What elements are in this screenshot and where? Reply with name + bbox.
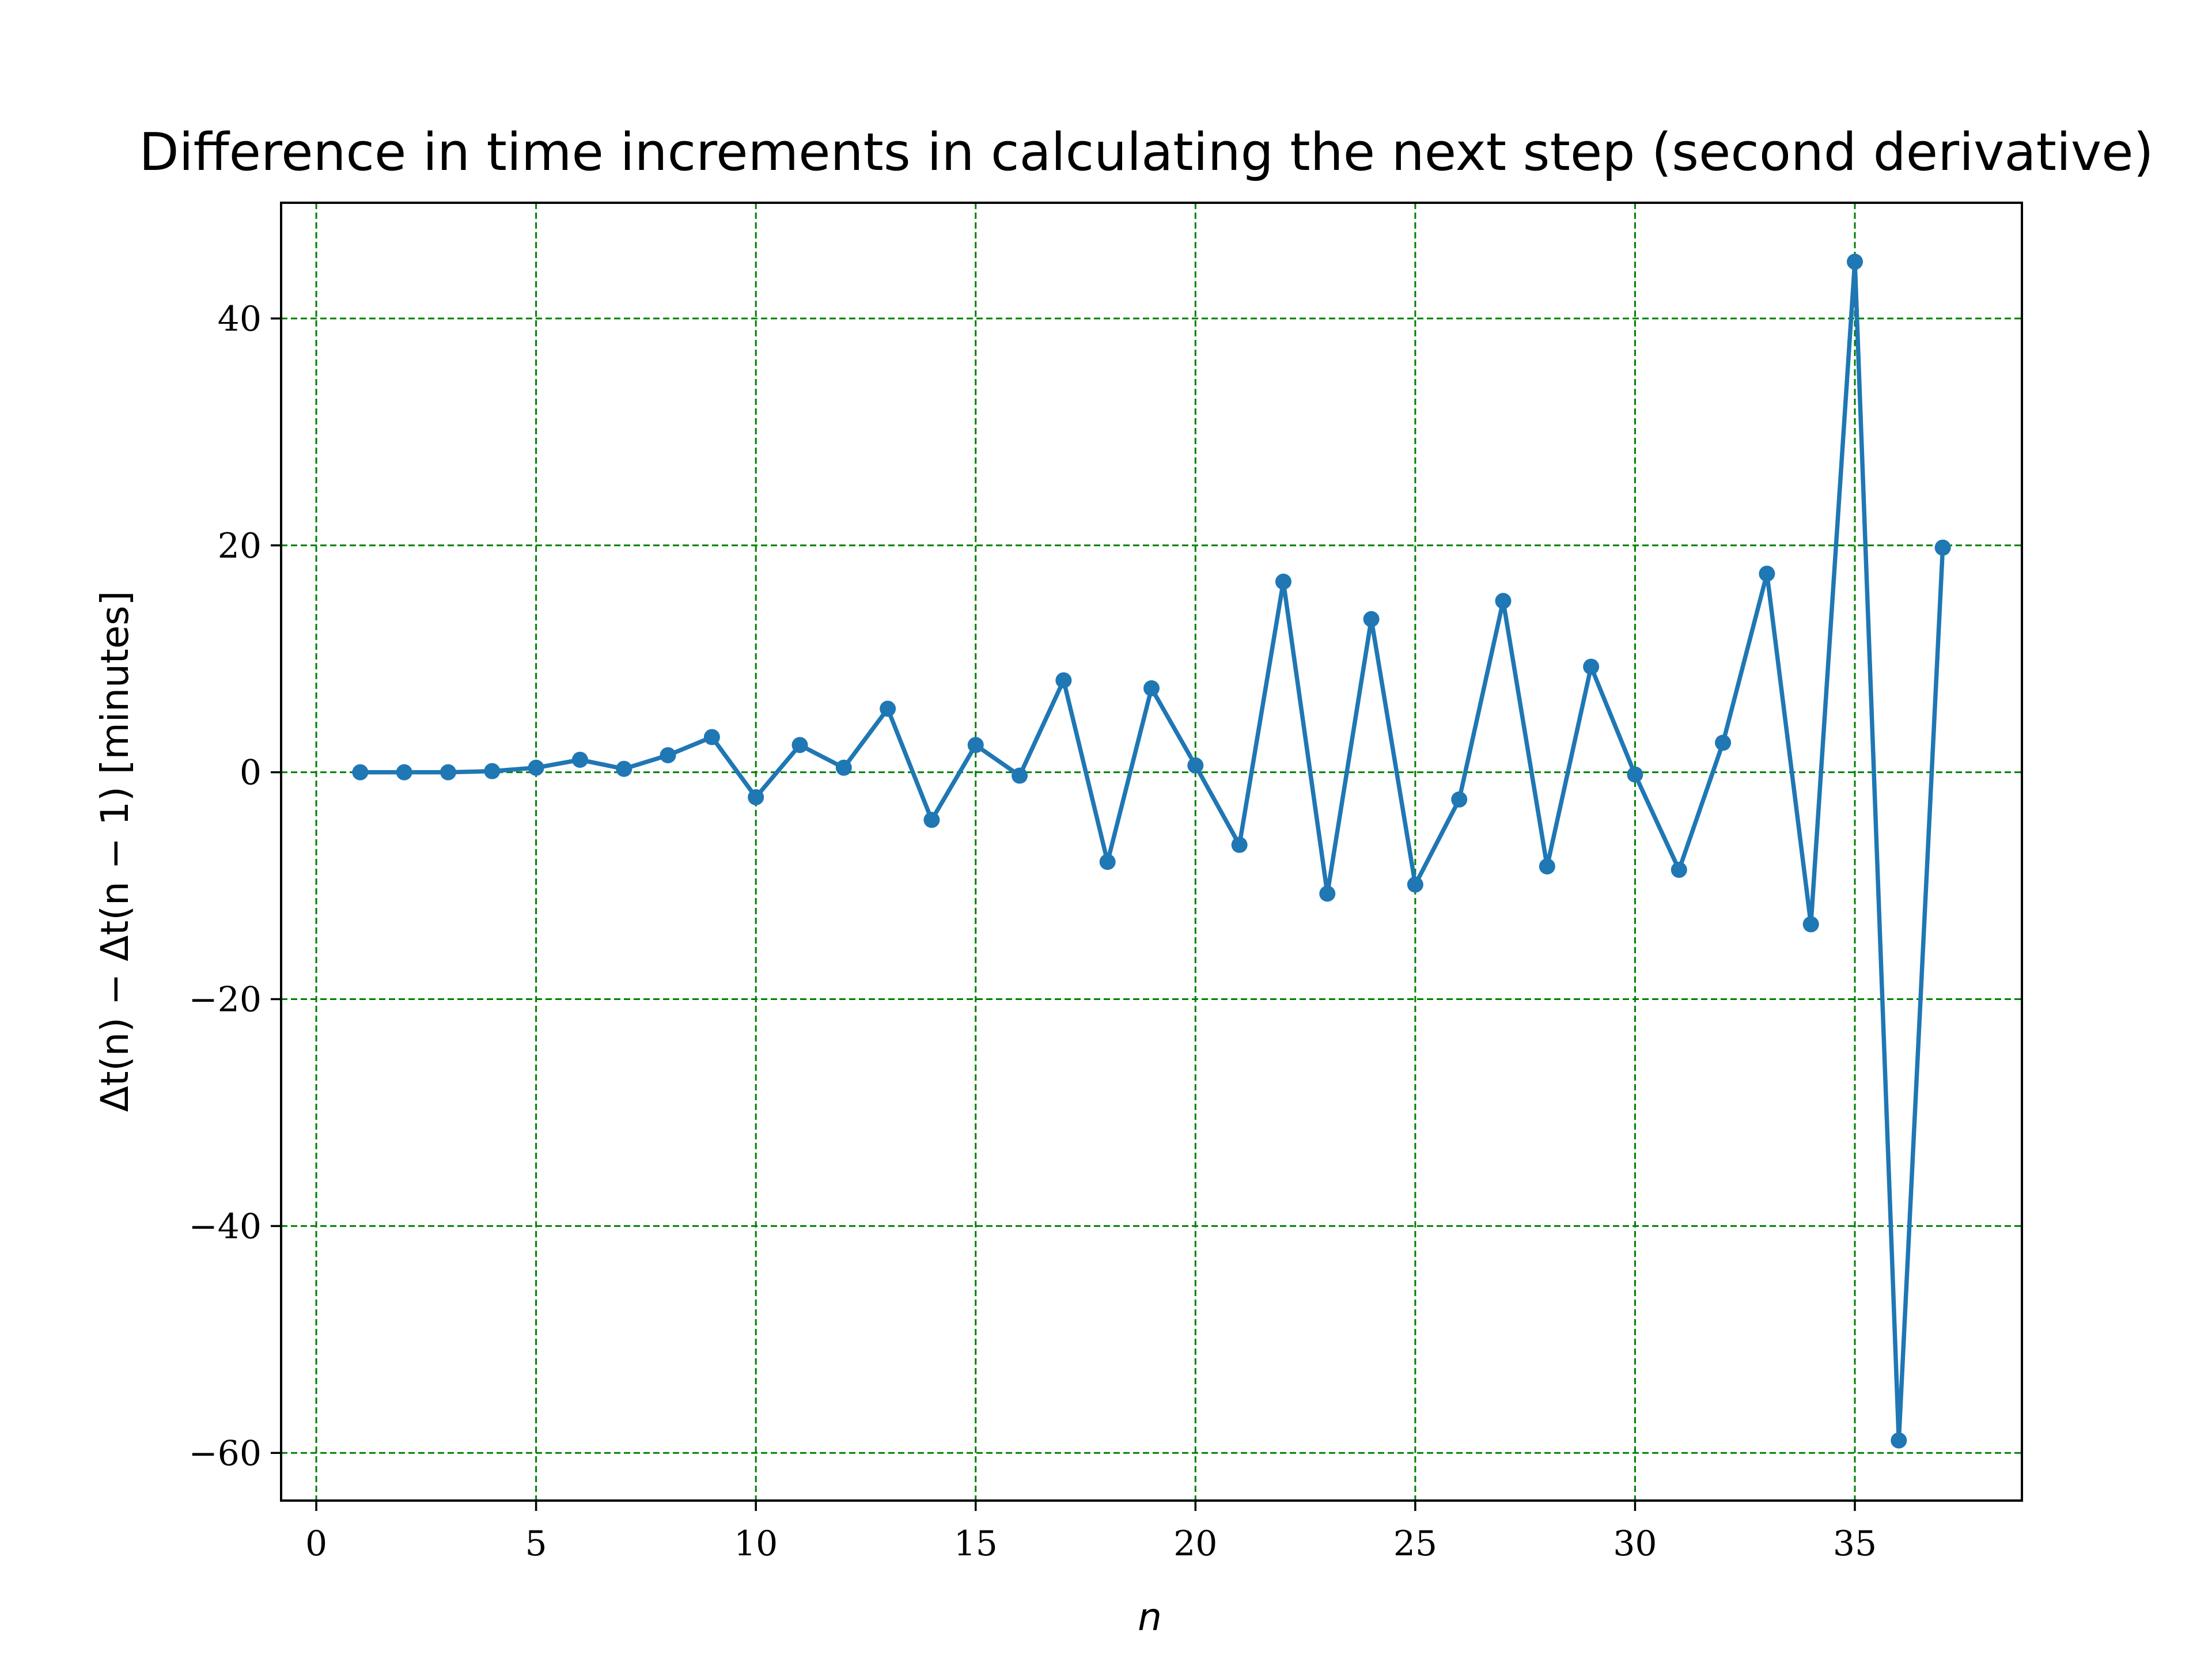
data-point: [1583, 658, 1600, 675]
data-point: [1627, 766, 1643, 783]
data-point: [1802, 916, 1819, 933]
data-point: [1759, 565, 1775, 582]
x-tick-label: 20: [1173, 1524, 1217, 1564]
data-point: [1891, 1432, 1907, 1449]
data-point: [835, 759, 852, 776]
data-point: [1671, 862, 1687, 878]
data-point: [1099, 854, 1116, 870]
data-point: [1231, 836, 1248, 853]
data-point: [703, 729, 720, 745]
data-point: [1539, 858, 1555, 875]
data-point: [1143, 680, 1160, 696]
x-tick-label: 10: [734, 1524, 778, 1564]
y-tick-label: 40: [218, 299, 262, 339]
data-point: [528, 759, 544, 776]
data-point: [1187, 757, 1204, 774]
data-point: [1363, 611, 1380, 627]
grid: [281, 203, 2022, 1501]
data-point: [571, 751, 588, 768]
data-point: [1847, 253, 1863, 270]
data-point: [1451, 791, 1468, 808]
y-tick-label: −60: [188, 1433, 262, 1474]
plot-frame: [280, 202, 2023, 1502]
data-point: [660, 747, 676, 764]
data-point: [923, 812, 940, 828]
axis-ticks: 0 5 10 15 20 25 30 35 −60 −40 −20 0 20 40: [188, 299, 1877, 1564]
data-point: [1934, 539, 1951, 556]
data-point: [616, 760, 632, 777]
data-point: [1495, 593, 1512, 609]
y-tick-label: 0: [240, 753, 262, 793]
data-point: [396, 764, 412, 781]
x-tick-label: 15: [954, 1524, 998, 1564]
data-point: [1012, 767, 1028, 784]
data-point: [1055, 672, 1072, 689]
data-point: [1407, 876, 1423, 893]
y-tick-label: −40: [188, 1206, 262, 1247]
data-point: [1319, 885, 1336, 902]
series-group: [352, 253, 1951, 1449]
data-point: [791, 737, 808, 753]
data-point: [748, 789, 764, 805]
x-tick-label: 30: [1613, 1524, 1657, 1564]
series-line: [360, 259, 1945, 1443]
data-point: [880, 700, 896, 717]
x-tick-label: 0: [305, 1524, 327, 1564]
data-point: [484, 763, 501, 779]
chart-title: Difference in time increments in calcula…: [139, 122, 2153, 183]
data-point: [1715, 734, 1732, 751]
x-tick-label: 25: [1393, 1524, 1437, 1564]
y-tick-label: −20: [188, 980, 262, 1020]
y-tick-label: 20: [218, 526, 262, 566]
x-tick-label: 35: [1833, 1524, 1877, 1564]
x-tick-label: 5: [525, 1524, 547, 1564]
data-point: [967, 737, 984, 753]
data-point: [440, 764, 456, 781]
y-axis-label: Δt(n) − Δt(n − 1) [minutes]: [93, 591, 137, 1112]
data-point: [1275, 573, 1291, 590]
data-point: [352, 764, 369, 781]
x-axis-label: n: [1138, 1595, 1162, 1639]
